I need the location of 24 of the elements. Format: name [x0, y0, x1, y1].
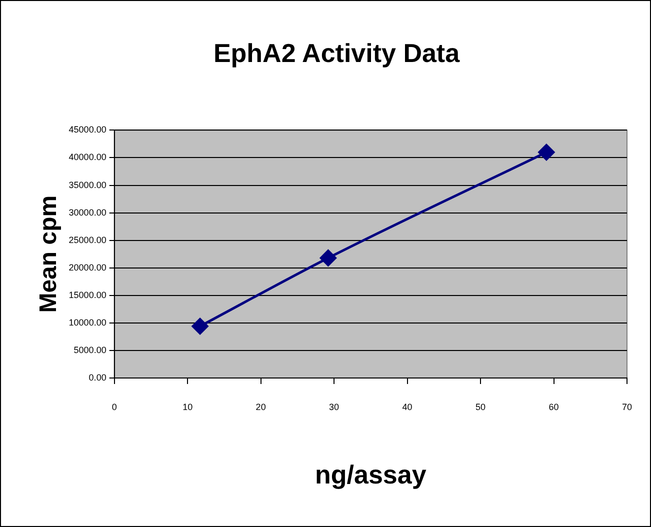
y-tick-label: 20000.00: [68, 262, 106, 272]
x-tick-label: 40: [402, 402, 412, 412]
x-tick-label: 50: [476, 402, 486, 412]
x-tick-label: 0: [112, 402, 117, 412]
x-axis-title: ng/assay: [315, 460, 427, 490]
x-tick-label: 20: [256, 402, 266, 412]
point: [538, 144, 555, 160]
y-tick-label: 0.00: [88, 372, 106, 382]
x-tick-label: 10: [182, 402, 193, 412]
x-tick-label: 70: [622, 402, 632, 412]
y-tick-label: 15000.00: [68, 290, 106, 300]
x-tick-label: 30: [329, 402, 340, 412]
y-tick-label: 30000.00: [68, 207, 106, 218]
y-tick-label: 5000.00: [74, 344, 106, 355]
x-tick-label: 60: [548, 402, 559, 412]
y-tick-label: 40000.00: [68, 152, 106, 162]
chart-title: EphA2 Activity Data: [213, 38, 460, 68]
point: [192, 318, 208, 334]
y-tick-label: 35000.00: [68, 180, 106, 190]
y-tick-label: 25000.00: [68, 234, 106, 245]
y-axis-title: Mean cpm: [35, 195, 62, 313]
y-tick-label: 45000.00: [68, 124, 106, 135]
y-tick-label: 10000.00: [68, 317, 106, 328]
point: [320, 250, 336, 266]
